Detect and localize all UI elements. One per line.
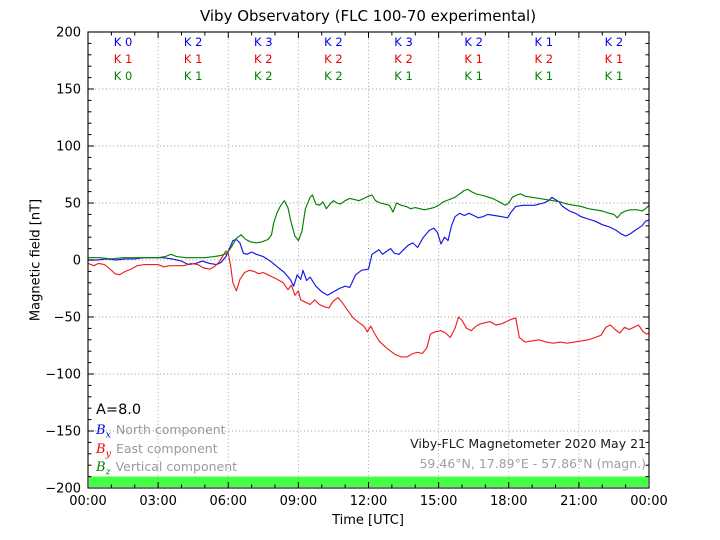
- y-tick-label: −200: [45, 482, 81, 497]
- data-quality-bar: [89, 476, 648, 487]
- x-tick-label: 00:00: [69, 494, 106, 509]
- k-index-value: K 1: [464, 69, 483, 83]
- legend-label-east: East component: [115, 440, 218, 456]
- k-index-value: K 2: [394, 52, 413, 66]
- k-index-value: K 1: [605, 69, 624, 83]
- k-index-value: K 2: [184, 35, 203, 49]
- k-index-value: K 1: [184, 69, 203, 83]
- station-info-line2: 59.46°N, 17.89°E - 57.86°N (magn.): [419, 455, 646, 471]
- k-index-value: K 2: [324, 69, 343, 83]
- legend-item-bx-north: Bx North component: [96, 421, 237, 441]
- k-index-value: K 3: [394, 35, 413, 49]
- x-tick-label: 12:00: [350, 494, 387, 509]
- k-index-value: K 3: [254, 35, 273, 49]
- by-symbol: By: [96, 441, 111, 460]
- x-tick-label: 00:00: [630, 494, 667, 509]
- y-axis-label: Magnetic field [nT]: [28, 198, 44, 322]
- k-index-value: K 1: [535, 69, 554, 83]
- k-index-value: K 2: [254, 52, 273, 66]
- plot-title: Viby Observatory (FLC 100-70 experimenta…: [199, 7, 537, 25]
- k-index-value: K 2: [254, 69, 273, 83]
- y-tick-label: 200: [56, 26, 81, 41]
- k-index-value: K 2: [605, 35, 624, 49]
- legend-label-north: North component: [115, 422, 226, 437]
- y-tick-label: −150: [45, 425, 81, 440]
- x-tick-label: 09:00: [280, 494, 317, 509]
- k-index-value: K 2: [535, 52, 554, 66]
- k-index-value: K 0: [114, 35, 133, 49]
- k-index-value: K 1: [605, 52, 624, 66]
- y-tick-label: 100: [56, 140, 81, 155]
- legend-item-by-east: By East component: [96, 440, 237, 460]
- station-info: Viby-FLC Magnetometer 2020 May 21 59.46°…: [410, 434, 646, 473]
- station-info-line1: Viby-FLC Magnetometer 2020 May 21: [410, 436, 646, 451]
- x-tick-label: 18:00: [490, 494, 527, 509]
- y-tick-label: −50: [54, 311, 81, 326]
- k-index-value: K 1: [464, 52, 483, 66]
- series-bx-north-component: [88, 196, 649, 296]
- bx-symbol: Bx: [96, 423, 111, 441]
- series-bz-vertical-component: [88, 188, 649, 260]
- a-index-annotation: A=8.0: [96, 402, 142, 418]
- y-tick-label: 50: [64, 197, 81, 212]
- k-index-value: K 1: [394, 69, 413, 83]
- x-tick-label: 21:00: [560, 494, 597, 509]
- bz-symbol: Bz: [96, 460, 111, 478]
- y-tick-label: 0: [73, 254, 81, 269]
- legend: Bx North component By East component Bz Ver…: [96, 421, 238, 478]
- k-index-value: K 2: [464, 35, 483, 49]
- k-index-value: K 2: [324, 35, 343, 49]
- series-by-east-component: [88, 250, 649, 358]
- legend-label-vertical: Vertical component: [115, 459, 238, 474]
- x-tick-label: 03:00: [139, 494, 176, 509]
- legend-item-bz-vertical: Bz Vertical component: [96, 458, 238, 478]
- k-index-value: K 1: [535, 35, 554, 49]
- y-tick-label: −100: [45, 368, 81, 383]
- plot-border: [87, 31, 650, 489]
- x-axis-label: Time [UTC]: [332, 513, 404, 528]
- k-index-value: K 2: [324, 52, 343, 66]
- x-tick-label: 06:00: [210, 494, 247, 509]
- k-index-value: K 0: [114, 69, 133, 83]
- y-tick-label: 150: [56, 83, 81, 98]
- x-tick-label: 15:00: [420, 494, 457, 509]
- k-index-value: K 1: [114, 52, 133, 66]
- k-index-value: K 1: [184, 52, 203, 66]
